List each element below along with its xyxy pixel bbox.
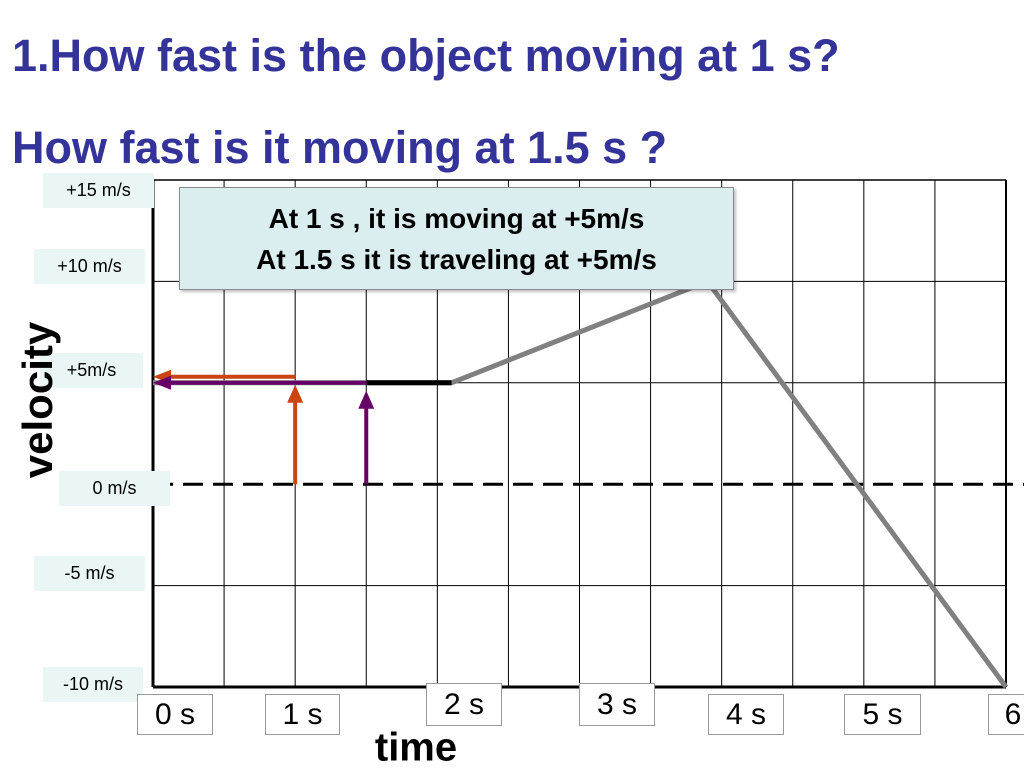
time-arrows [153,369,375,485]
y-tick-label: 0 m/s [59,471,170,506]
x-axis-label: time [374,725,458,770]
x-tick-label: 5 s [844,694,921,735]
answer-line-2: At 1.5 s it is traveling at +5m/s [256,243,657,275]
x-tick-label: 6 [988,694,1024,735]
x-tick-label: 1 s [265,694,340,735]
left-arrow-head [153,375,171,390]
up-arrow-head [287,384,304,403]
answer-line-1: At 1 s , it is moving at +5m/s [268,202,645,234]
y-tick-label: +5m/s [40,353,143,388]
x-tick-label: 3 s [579,683,655,726]
y-tick-label: -5 m/s [34,556,145,591]
x-tick-label: 4 s [708,694,784,735]
answer-box: At 1 s , it is moving at +5m/s At 1.5 s … [179,187,734,290]
y-tick-label: +15 m/s [43,173,154,208]
y-axis-label: velocity [14,321,61,479]
question-1: 1.How fast is the object moving at 1 s? [12,30,840,81]
question-2: How fast is it moving at 1.5 s ? [12,122,668,173]
up-arrow-head [358,390,375,409]
y-tick-label: +10 m/s [34,249,145,284]
y-tick-label: -10 m/s [43,667,143,702]
x-tick-label: 0 s [137,694,213,735]
x-tick-label: 2 s [426,683,502,726]
